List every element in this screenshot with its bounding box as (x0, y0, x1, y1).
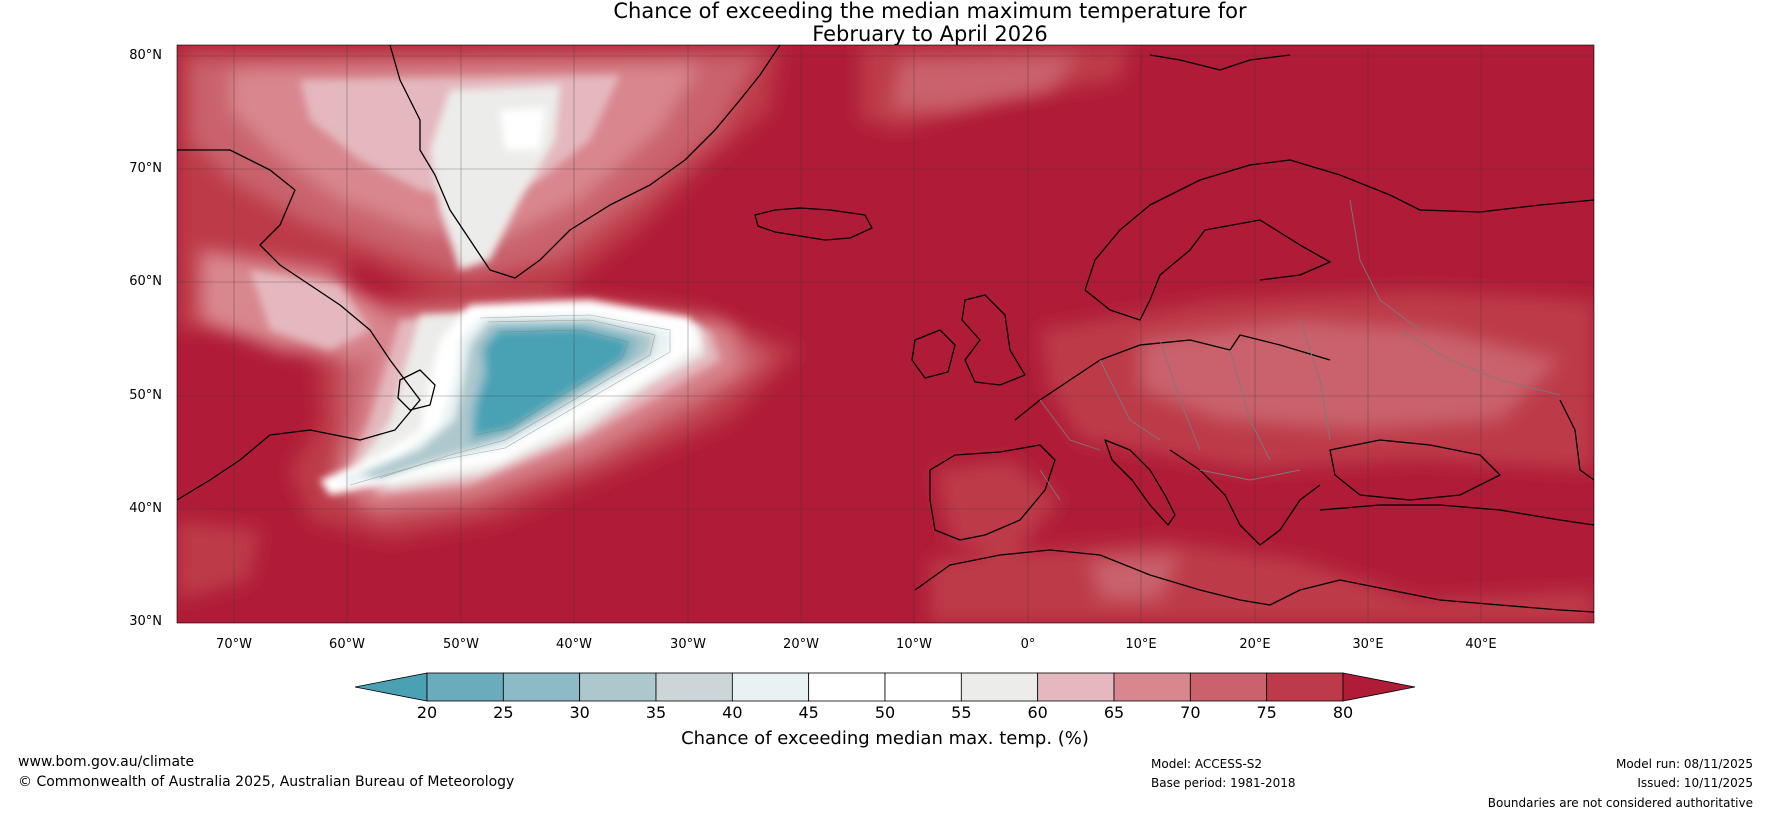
coastline-ireland (911, 329, 956, 379)
coastline-scandinavia (1084, 159, 1594, 291)
model-text: Model: ACCESS-S2 (1151, 757, 1263, 771)
colorbar-tick-label: 40 (722, 703, 743, 722)
colorbar-segment (1037, 672, 1115, 702)
disclaimer-text: Boundaries are not considered authoritat… (1487, 796, 1753, 810)
colorbar-tick-label: 50 (874, 703, 896, 722)
national-boundaries (1039, 199, 1561, 501)
lon-label-50w: 50°W (443, 637, 479, 652)
graticule (177, 45, 1594, 623)
website-text: www.bom.gov.au/climate (18, 754, 195, 770)
colorbar-tick-label: 45 (798, 703, 819, 722)
coastline-newfoundland (397, 369, 436, 411)
colorbar (354, 672, 1416, 702)
lat-label-30n: 30°N (129, 614, 162, 629)
colorbar-segment (502, 672, 581, 702)
issued-text: Issued: 10/11/2025 (1637, 776, 1753, 790)
lon-label-10w: 10°W (896, 637, 932, 652)
coastlines (177, 45, 1594, 613)
title-line-2: February to April 2026 (812, 22, 1048, 46)
coastline-turkey (1319, 504, 1594, 526)
coastline-svalbard (1149, 54, 1291, 71)
lon-label-30w: 30°W (670, 637, 706, 652)
lon-label-20w: 20°W (783, 637, 819, 652)
colorbar-label: Chance of exceeding median max. temp. (%… (681, 728, 1089, 749)
colorbar-segment (808, 672, 886, 702)
colorbar-segment (579, 672, 657, 702)
lon-label-30e: 30°E (1352, 637, 1384, 652)
colorbar-segment (884, 672, 962, 702)
colorbar-tick-label: 70 (1180, 703, 1201, 722)
lat-label-40n: 40°N (129, 501, 162, 516)
lon-label-40w: 40°W (556, 637, 592, 652)
coastline-greenland (389, 45, 781, 279)
lat-label-50n: 50°N (129, 388, 162, 403)
colorbar-segment (960, 672, 1039, 702)
chart-title: Chance of exceeding the median maximum t… (0, 0, 1770, 46)
coastline-caspian (1559, 399, 1594, 481)
lon-label-0: 0° (1020, 637, 1036, 652)
lon-label-70w: 70°W (216, 637, 252, 652)
colorbar-tick-label: 80 (1332, 703, 1354, 722)
coastline-italy (1104, 439, 1176, 526)
lat-label-60n: 60°N (129, 274, 162, 289)
contour-lines (349, 314, 671, 486)
coastline-great-britain (961, 294, 1026, 386)
lon-label-60w: 60°W (329, 637, 365, 652)
colorbar-segment (1113, 672, 1191, 702)
colorbar-tick-label: 20 (416, 703, 438, 722)
probability-field-below-25 (475, 330, 628, 435)
title-line-1: Chance of exceeding the median maximum t… (613, 0, 1247, 23)
lon-label-10e: 10°E (1125, 637, 1157, 652)
lat-label-80n: 80°N (129, 48, 162, 63)
colorbar-segment (1189, 672, 1268, 702)
base-period-text: Base period: 1981-2018 (1151, 776, 1296, 790)
colorbar-tick-label: 25 (493, 703, 514, 722)
coastline-europe (1014, 334, 1331, 421)
lon-label-40e: 40°E (1465, 637, 1497, 652)
coastline-black-sea (1329, 439, 1501, 501)
coastline-north-africa (914, 549, 1594, 613)
colorbar-tick-label: 30 (569, 703, 590, 722)
colorbar-segment (731, 672, 810, 702)
coastline-norway-south (1084, 219, 1331, 321)
model-run-text: Model run: 08/11/2025 (1615, 757, 1753, 771)
colorbar-tick-label: 35 (645, 703, 667, 722)
colorbar-extend-low (354, 672, 428, 702)
coastline-iceland (754, 207, 873, 241)
colorbar-segment (655, 672, 733, 702)
colorbar-segment (1266, 672, 1344, 702)
coastline-iberia (929, 444, 1056, 541)
map-area (177, 45, 1594, 623)
coastline-north-america (177, 149, 421, 501)
colorbar-tick-label: 60 (1027, 703, 1048, 722)
coastline-balkans (1169, 449, 1321, 546)
colorbar-extend-high (1342, 672, 1416, 702)
colorbar-segment (426, 672, 504, 702)
colorbar-tick-label: 55 (951, 703, 972, 722)
map-frame (176, 44, 1595, 624)
colorbar-tick-label: 65 (1103, 703, 1125, 722)
lat-label-70n: 70°N (129, 161, 162, 176)
copyright-text: © Commonwealth of Australia 2025, Austra… (18, 774, 515, 790)
colorbar-tick-label: 75 (1256, 703, 1277, 722)
lon-label-20e: 20°E (1239, 637, 1271, 652)
